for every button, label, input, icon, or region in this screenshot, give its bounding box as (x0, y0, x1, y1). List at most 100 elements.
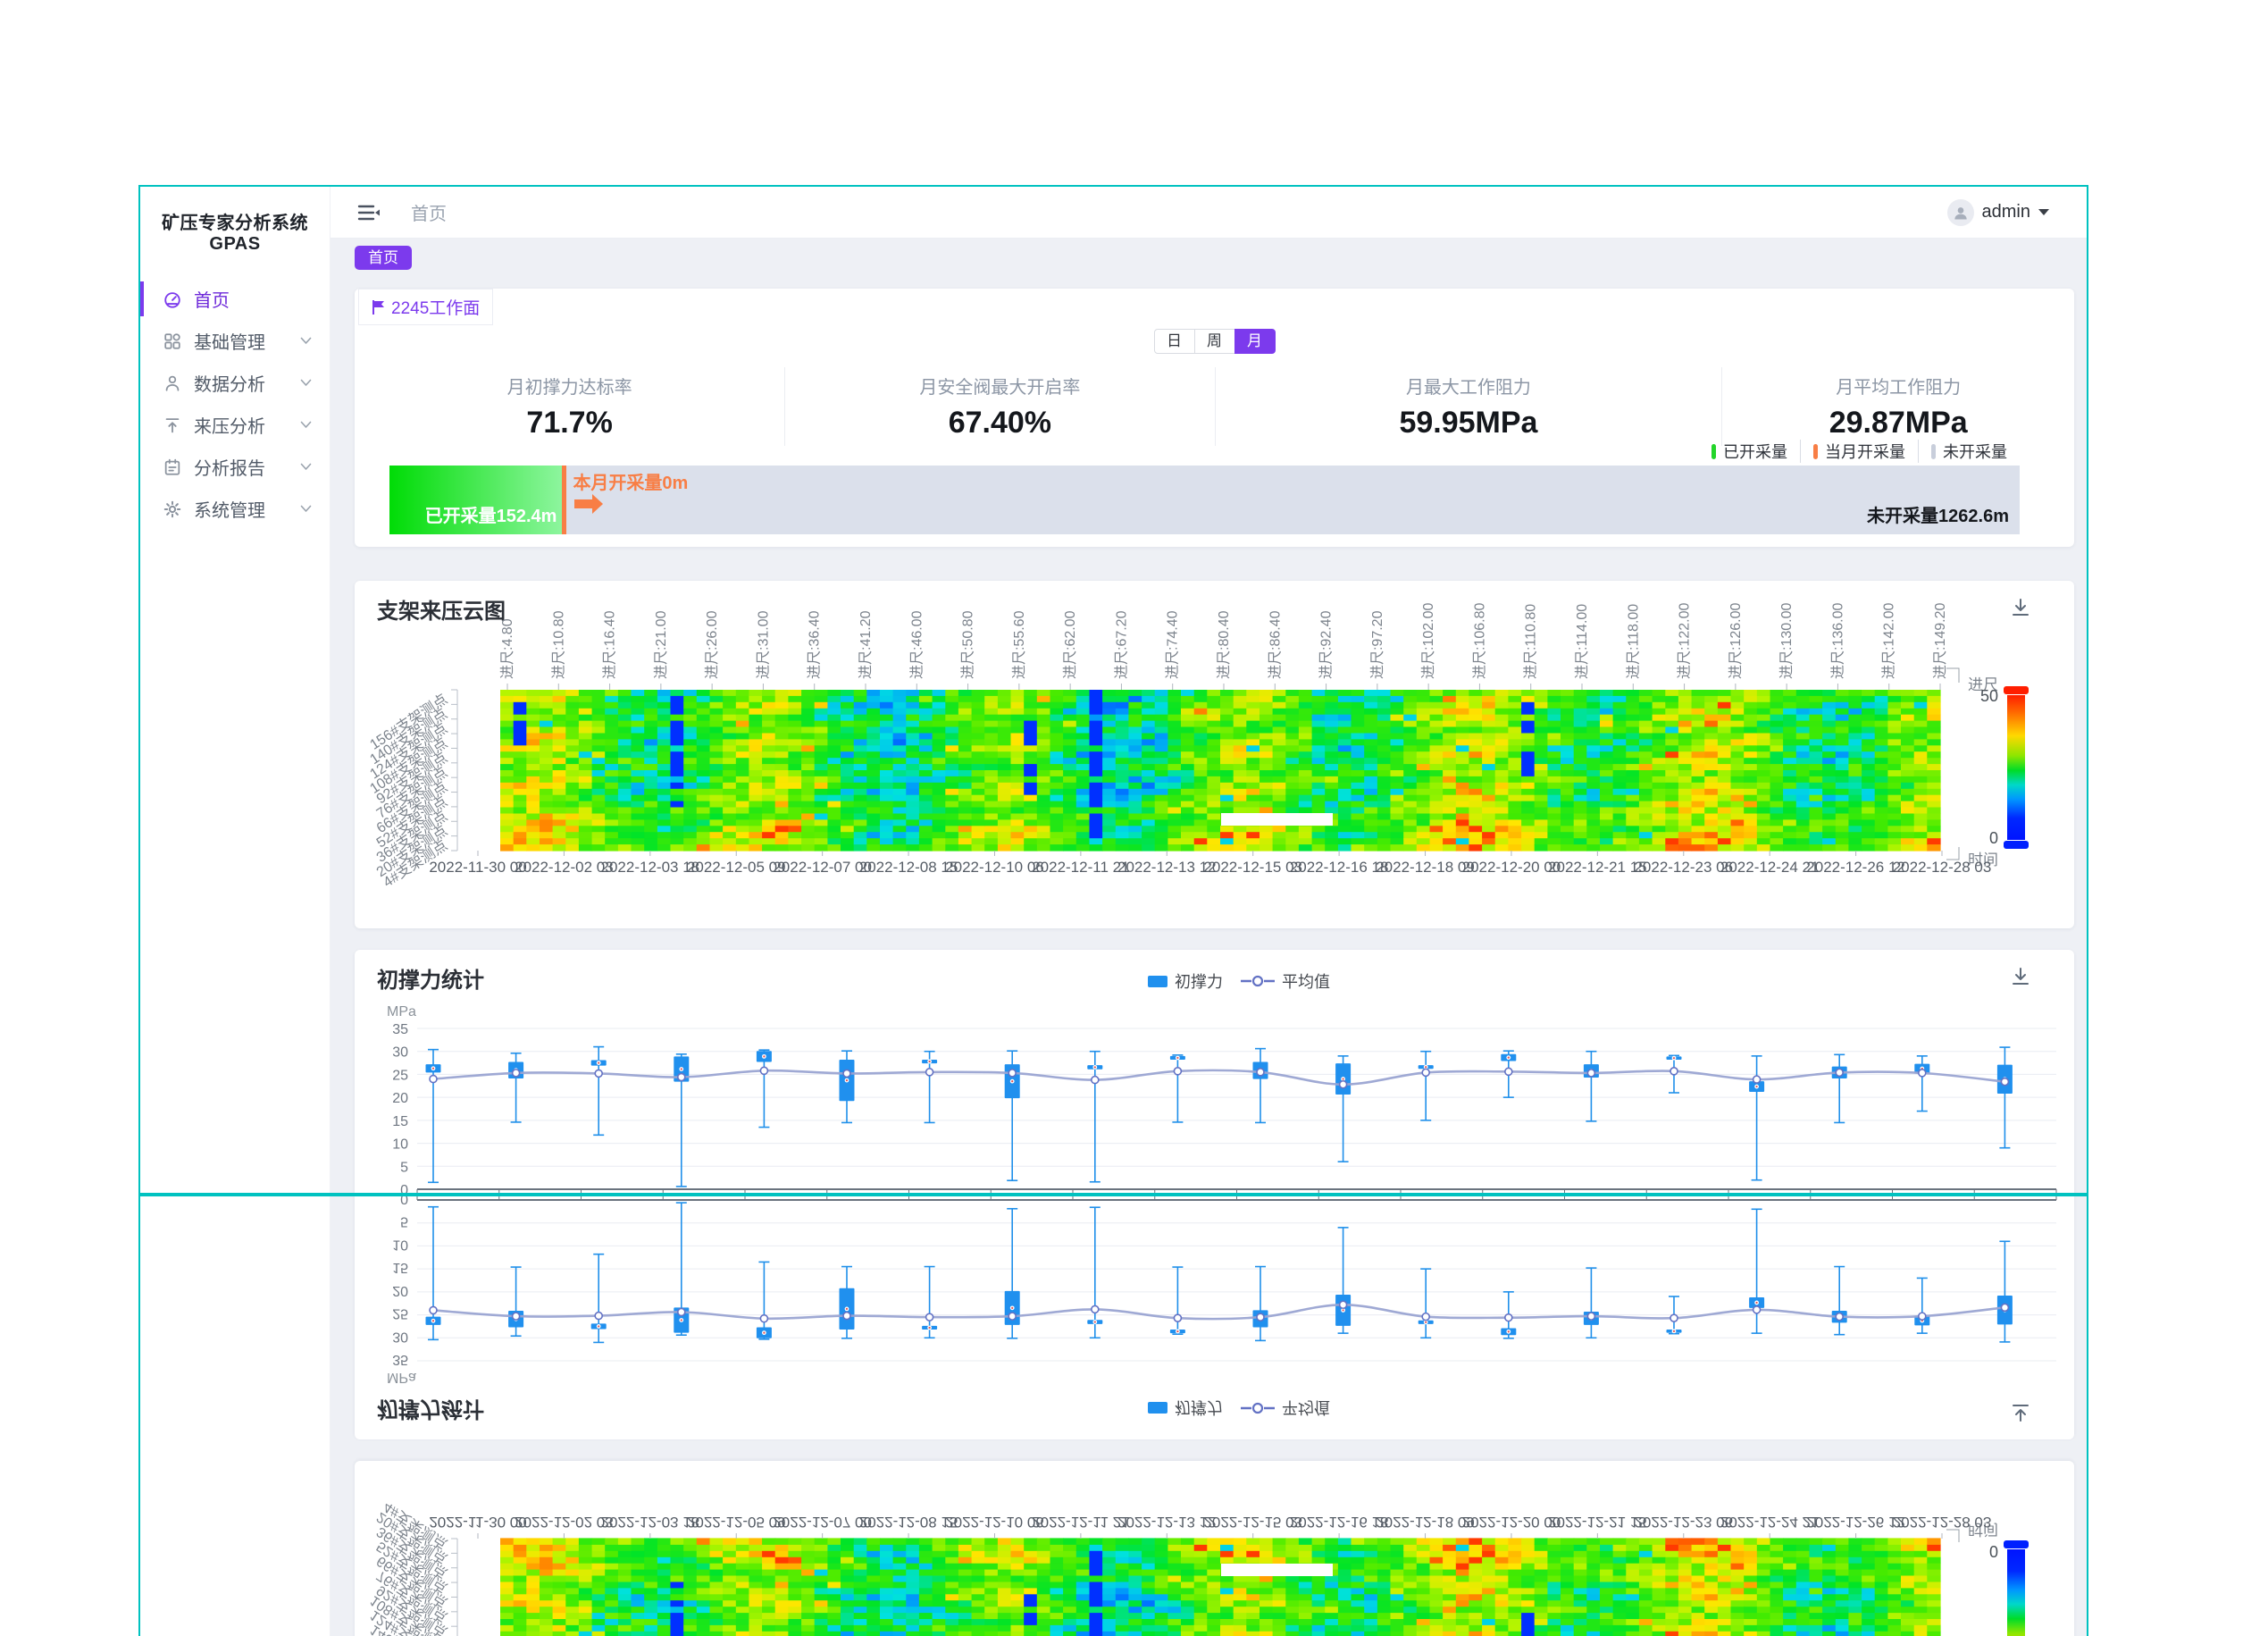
support-stats-title: 初撑力统计 (377, 969, 484, 993)
svg-text:进尺:136.00: 进尺:136.00 (1829, 603, 1845, 679)
line-marker-icon (1241, 975, 1275, 987)
svg-text:时间: 时间 (1968, 1521, 1998, 1538)
svg-text:进尺:114.00: 进尺:114.00 (1574, 604, 1590, 679)
sidebar-item-label: 系统管理 (194, 501, 265, 521)
chevron-down-icon (300, 337, 312, 345)
svg-text:2022-12-11 21: 2022-12-11 21 (1032, 859, 1129, 876)
svg-text:进尺:149.20: 进尺:149.20 (1932, 603, 1948, 679)
sidebar-item-label: 数据分析 (194, 375, 265, 395)
svg-text:进尺:74.40: 进尺:74.40 (1165, 610, 1181, 679)
download-icon[interactable] (2010, 1397, 2031, 1423)
svg-text:25: 25 (392, 1068, 408, 1083)
svg-text:35: 35 (392, 1022, 408, 1037)
svg-text:进尺:21.00: 进尺:21.00 (653, 610, 669, 679)
tag-home[interactable]: 首页 (355, 246, 412, 270)
chevron-down-icon (300, 505, 312, 513)
metric-value: 29.87MPa (1829, 406, 1968, 440)
line-marker-icon (1241, 1402, 1275, 1414)
svg-text:进尺:92.40: 进尺:92.40 (1318, 610, 1335, 679)
pressure-cloud-chart: 156#支架测点140#支架测点124#支架测点108#支架测点92#支架测点7… (355, 1461, 2074, 1636)
svg-text:进尺:106.80: 进尺:106.80 (1471, 603, 1487, 679)
arrow-right-icon (574, 494, 604, 514)
svg-text:进尺:50.80: 进尺:50.80 (960, 610, 976, 679)
svg-text:2022-12-20 00: 2022-12-20 00 (1462, 859, 1561, 876)
period-button[interactable]: 日 (1153, 329, 1195, 354)
legend-swatch-icon (1711, 443, 1716, 459)
period-button[interactable]: 周 (1193, 329, 1235, 354)
svg-text:30: 30 (392, 1045, 408, 1061)
svg-text:进尺:130.00: 进尺:130.00 (1778, 603, 1795, 679)
chevron-down-icon (300, 379, 312, 387)
legend-setting-load[interactable]: 初撑力 (1148, 969, 1223, 993)
svg-text:15: 15 (392, 1114, 408, 1129)
sidebar-item-system-management[interactable]: 系统管理 (140, 488, 330, 530)
period-button[interactable]: 月 (1234, 329, 1276, 354)
legend-swatch-icon (1931, 443, 1936, 459)
svg-text:进尺:4.80: 进尺:4.80 (499, 618, 515, 679)
support-stats-card: 初撑力统计 初撑力 平均值 MPa 0 5 10 15 20 25 30 35 (355, 1195, 2074, 1439)
chevron-down-icon (2038, 209, 2049, 215)
app-title: 矿压专家分析系统GPAS (162, 214, 308, 254)
download-icon[interactable] (2010, 966, 2031, 992)
svg-text:2022-12-08 15: 2022-12-08 15 (859, 859, 958, 876)
svg-text:2022-12-18 09: 2022-12-18 09 (1376, 859, 1475, 876)
support-stats-chart: MPa 0 5 10 15 20 25 30 35 (355, 950, 2074, 1193)
svg-text:50: 50 (1980, 687, 1998, 705)
user-name: admin (1981, 202, 2030, 222)
svg-text:20: 20 (392, 1091, 408, 1106)
report-icon (163, 457, 182, 477)
user-icon (163, 373, 182, 393)
svg-text:2022-12-24 21: 2022-12-24 21 (1720, 859, 1820, 876)
month-label: 本月开采量0m (573, 474, 689, 493)
mining-legend: 已开采量 当月开采量 未开采量 (389, 440, 2020, 463)
svg-text:2022-12-03 18: 2022-12-03 18 (601, 859, 700, 876)
download-icon[interactable] (2010, 597, 2031, 623)
svg-text:2022-12-07 00: 2022-12-07 00 (773, 859, 872, 876)
svg-text:5: 5 (400, 1160, 408, 1175)
workface-tab[interactable]: 2245工作面 (358, 289, 494, 325)
svg-text:2022-12-26 12: 2022-12-26 12 (1806, 859, 1905, 876)
svg-text:进尺:16.40: 进尺:16.40 (602, 610, 618, 679)
svg-text:2022-12-23 06: 2022-12-23 06 (1634, 859, 1733, 876)
sidebar-item-home[interactable]: 首页 (140, 278, 330, 320)
mining-legend-item: 未开采量 (1918, 440, 2020, 463)
sidebar-item-basic-management[interactable]: 基础管理 (140, 320, 330, 362)
svg-text:进尺:67.20: 进尺:67.20 (1113, 610, 1129, 679)
sidebar-item-pressure-analysis[interactable]: 来压分析 (140, 404, 330, 446)
user-menu[interactable]: admin (1946, 198, 2049, 226)
top-bar: 首页 admin (331, 187, 2087, 239)
metric-value: 67.40% (948, 406, 1052, 440)
metric-label: 月最大工作阻力 (1405, 378, 1531, 398)
sidebar-item-data-analysis[interactable]: 数据分析 (140, 362, 330, 404)
legend-average[interactable]: 平均值 (1241, 969, 1330, 993)
sidebar-menu: 首页 基础管理数据分析来压分析分析报告系统管理 (140, 278, 330, 530)
svg-text:进尺:118.00: 进尺:118.00 (1625, 604, 1641, 679)
menu-fold-icon[interactable] (357, 203, 381, 222)
metrics-row: 月初撑力达标率 71.7% 月安全阀最大开启率 67.40% 月最大工作阻力 59.95M… (355, 367, 2074, 446)
svg-text:2022-12-21 15: 2022-12-21 15 (1548, 859, 1647, 876)
svg-text:进尺:55.60: 进尺:55.60 (1011, 610, 1027, 679)
metric-3: 月平均工作阻力 29.87MPa (1721, 367, 2074, 446)
svg-text:2022-12-10 06: 2022-12-10 06 (945, 859, 1044, 876)
metric-2: 月最大工作阻力 59.95MPa (1214, 367, 1722, 446)
metric-label: 月初撑力达标率 (506, 378, 632, 398)
svg-text:进尺:86.40: 进尺:86.40 (1267, 610, 1283, 679)
sidebar-item-label: 来压分析 (194, 417, 265, 437)
legend-average[interactable]: 平均值 (1241, 1397, 1330, 1420)
metric-value: 71.7% (526, 406, 613, 440)
metric-1: 月安全阀最大开启率 67.40% (784, 367, 1214, 446)
boxplot-legend: 初撑力 平均值 (1148, 969, 1330, 993)
main-area: 首页 admin 首页 2245工作面 日周月 月初撑力达标率 71.7% 月安全阀… (331, 187, 2087, 1193)
svg-text:进尺:46.00: 进尺:46.00 (908, 610, 925, 679)
sidebar-item-analysis-report[interactable]: 分析报告 (140, 446, 330, 488)
svg-text:2022-12-15 03: 2022-12-15 03 (1203, 859, 1302, 876)
dashboard-icon (163, 289, 182, 309)
support-stats-card: 初撑力统计 初撑力 平均值 MPa 0 5 10 15 20 25 30 35 (355, 950, 2074, 1193)
svg-text:进尺:62.00: 进尺:62.00 (1062, 610, 1078, 679)
breadcrumb[interactable]: 首页 (411, 205, 447, 224)
svg-text:进尺:41.20: 进尺:41.20 (858, 610, 874, 679)
